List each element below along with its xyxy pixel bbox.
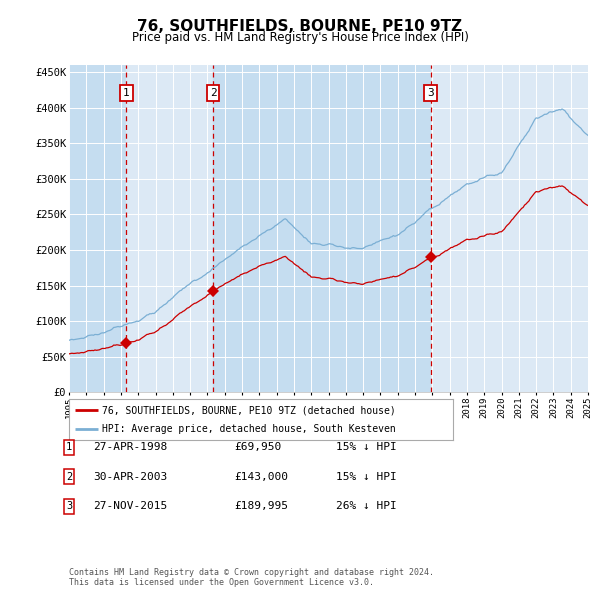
Bar (431, 65, 588, 392)
Text: £189,995: £189,995 (234, 502, 288, 511)
Text: £143,000: £143,000 (234, 472, 288, 481)
Text: 76, SOUTHFIELDS, BOURNE, PE10 9TZ: 76, SOUTHFIELDS, BOURNE, PE10 9TZ (137, 19, 463, 34)
Text: 27-APR-1998: 27-APR-1998 (93, 442, 167, 452)
Text: 30-APR-2003: 30-APR-2003 (93, 472, 167, 481)
Text: 1: 1 (66, 442, 72, 452)
Text: 27-NOV-2015: 27-NOV-2015 (93, 502, 167, 511)
Text: 2: 2 (66, 472, 72, 481)
Bar (69, 65, 127, 392)
Text: Contains HM Land Registry data © Crown copyright and database right 2024.
This d: Contains HM Land Registry data © Crown c… (69, 568, 434, 587)
Text: 2: 2 (210, 88, 217, 98)
Text: 26% ↓ HPI: 26% ↓ HPI (336, 502, 397, 511)
Text: 3: 3 (66, 502, 72, 511)
Text: 1: 1 (123, 88, 130, 98)
Bar (127, 65, 213, 392)
Text: HPI: Average price, detached house, South Kesteven: HPI: Average price, detached house, Sout… (101, 424, 395, 434)
Text: 76, SOUTHFIELDS, BOURNE, PE10 9TZ (detached house): 76, SOUTHFIELDS, BOURNE, PE10 9TZ (detac… (101, 405, 395, 415)
Text: £69,950: £69,950 (234, 442, 281, 452)
Bar (213, 65, 431, 392)
Text: 15% ↓ HPI: 15% ↓ HPI (336, 472, 397, 481)
Text: 15% ↓ HPI: 15% ↓ HPI (336, 442, 397, 452)
Text: Price paid vs. HM Land Registry's House Price Index (HPI): Price paid vs. HM Land Registry's House … (131, 31, 469, 44)
Text: 3: 3 (427, 88, 434, 98)
